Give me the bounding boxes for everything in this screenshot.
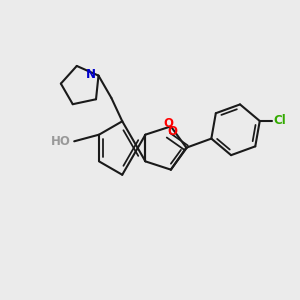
Text: O: O [168,125,178,138]
Text: Cl: Cl [274,115,286,128]
Text: HO: HO [51,135,71,148]
Text: N: N [85,68,95,81]
Text: O: O [164,117,173,130]
